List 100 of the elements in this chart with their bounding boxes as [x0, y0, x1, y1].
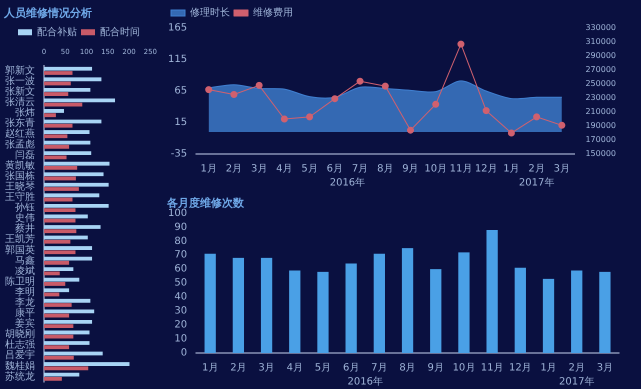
- bar: [458, 252, 470, 353]
- bar: [44, 120, 102, 124]
- y-tick-label: -35: [170, 148, 188, 160]
- y-tick-label: 苏统龙: [5, 370, 35, 382]
- text: 2017年: [518, 176, 554, 189]
- bar: [44, 66, 92, 71]
- bar: [260, 258, 272, 353]
- text: 2017年: [558, 376, 594, 388]
- bar: [204, 254, 216, 353]
- bar: [44, 155, 67, 160]
- bar: [44, 204, 109, 208]
- y-tick-label: 20: [174, 320, 188, 331]
- point: [230, 91, 238, 98]
- y-tick-label: 黄凯敏: [5, 159, 35, 172]
- y-tick-label: 115: [168, 54, 188, 66]
- bar: [44, 298, 90, 303]
- y-tick-label: 王守胜: [5, 191, 35, 204]
- text: 2016年: [348, 376, 383, 388]
- y2-tick-label: 210000: [585, 107, 616, 116]
- y-tick-label: 100: [168, 208, 188, 219]
- bar: [44, 151, 92, 156]
- bar: [44, 113, 56, 118]
- bar: [44, 334, 74, 339]
- bar: [44, 218, 76, 223]
- y-tick-label: 蔡井: [15, 222, 35, 235]
- point: [331, 95, 338, 102]
- point: [432, 100, 440, 108]
- y-tick-label: 15: [174, 117, 188, 128]
- bar: [44, 372, 80, 377]
- bar: [44, 193, 100, 198]
- y-tick-label: 张清云: [5, 96, 35, 108]
- x-tick-label: 8月: [399, 362, 416, 374]
- bar: [44, 362, 130, 366]
- bar: [44, 109, 64, 113]
- bar: [44, 330, 90, 334]
- x-tick-label: 2月: [568, 362, 585, 374]
- x-tick-label: 5月: [301, 164, 318, 175]
- bar: [44, 88, 90, 92]
- x-tick-label: 5月: [314, 362, 332, 374]
- point: [558, 122, 566, 129]
- text: 2016年: [330, 176, 366, 189]
- bar: [44, 102, 82, 107]
- y-tick-label: 0: [180, 348, 188, 359]
- bar: [44, 144, 70, 149]
- y-tick-label: 赵红燕: [5, 128, 35, 140]
- y-tick-label: 李龙: [15, 296, 35, 308]
- point: [533, 113, 540, 120]
- bar: [44, 246, 92, 250]
- x-tick-label: 11月: [450, 164, 472, 175]
- x-tick-label: 9月: [402, 164, 419, 175]
- bar: [430, 269, 442, 353]
- bar: [44, 260, 70, 265]
- bar: [44, 376, 62, 381]
- bar: [44, 140, 90, 144]
- y-tick-label: 30: [174, 306, 188, 317]
- x-tick-label: 11月: [480, 362, 504, 374]
- bar: [44, 324, 74, 328]
- y2-tick-label: 190000: [585, 121, 616, 130]
- bar: [44, 345, 70, 350]
- point: [457, 40, 464, 48]
- x-tick-label: 10月: [424, 164, 448, 175]
- bar: [44, 282, 66, 286]
- bar: [44, 187, 79, 191]
- x-tick-label: 8月: [377, 164, 394, 175]
- chart-title: 各月度维修次数: [166, 196, 245, 210]
- y-tick-label: 65: [174, 86, 188, 97]
- y-tick-label: 李明: [15, 286, 35, 298]
- bar: [232, 258, 244, 353]
- y-tick-label: 陈卫明: [5, 275, 35, 288]
- bar: [44, 236, 88, 240]
- bar: [289, 270, 300, 353]
- y-tick-label: 孙钰: [15, 202, 35, 214]
- y-tick-label: 马鑫: [15, 254, 35, 266]
- bar: [44, 229, 76, 234]
- bar: [44, 92, 68, 96]
- bar: [44, 98, 116, 102]
- y-tick-label: 80: [174, 236, 188, 247]
- x-tick-label: 4月: [276, 164, 293, 175]
- y-tick-label: 姜宾: [15, 318, 35, 330]
- bar: [317, 272, 329, 353]
- y2-tick-label: 290000: [585, 51, 616, 60]
- x-tick-label: 3月: [258, 362, 275, 374]
- point: [280, 116, 288, 122]
- x-tick-label: 3月: [554, 164, 570, 175]
- bar: [44, 130, 90, 134]
- y-tick-label: 康平: [15, 307, 35, 320]
- y-tick-label: 165: [168, 22, 188, 34]
- x-tick-label: 2月: [230, 362, 247, 374]
- bar: [44, 271, 60, 276]
- y-tick-label: 10: [174, 334, 188, 345]
- y-tick-label: 张东青: [5, 117, 35, 130]
- bar: [402, 248, 414, 353]
- bar: [44, 303, 72, 307]
- y-tick-label: 70: [174, 250, 188, 261]
- bar: [44, 314, 70, 318]
- x-tick-label: 1月: [202, 362, 218, 374]
- x-tick-label: 6月: [342, 362, 360, 374]
- bar: [44, 182, 109, 187]
- point: [356, 78, 364, 85]
- point: [382, 82, 389, 90]
